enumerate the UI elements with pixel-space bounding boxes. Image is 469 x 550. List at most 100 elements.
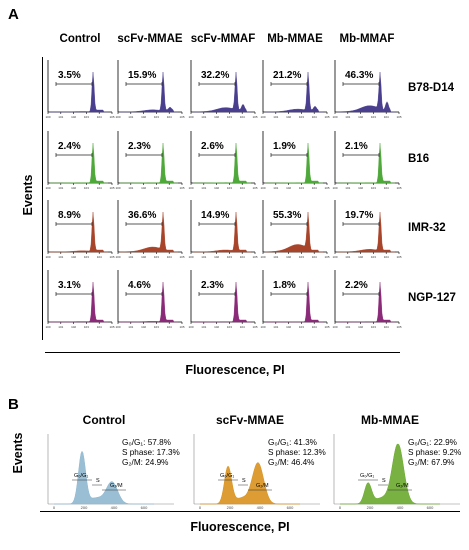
svg-text:103: 103	[84, 186, 89, 190]
svg-text:104: 104	[384, 186, 389, 190]
svg-text:103: 103	[227, 186, 232, 190]
svg-text:103: 103	[299, 186, 304, 190]
svg-text:102: 102	[286, 115, 291, 119]
column-header: Mb-MMAE	[267, 33, 323, 45]
histogram-plot: 100 101 102 103 104 105	[188, 60, 258, 119]
histogram-plot: 100 101 102 103 104 105	[115, 200, 185, 259]
svg-text:101: 101	[273, 115, 278, 119]
svg-text:103: 103	[154, 255, 159, 259]
subg1-percentage: 46.3%	[345, 70, 374, 81]
svg-text:105: 105	[252, 115, 257, 119]
phase-stat-g2m: G₂/M: 46.4%	[268, 458, 315, 467]
histogram-cell: 100 101 102 103 104 105 14.9%	[188, 200, 258, 259]
gate-label: S	[242, 478, 246, 484]
svg-text:105: 105	[324, 325, 329, 329]
subg1-percentage: 4.6%	[128, 280, 151, 291]
panel-b-label: B	[8, 396, 19, 413]
gate-label: G₂/M	[256, 483, 269, 489]
histogram-cell: 100 101 102 103 104 105 2.3%	[115, 131, 185, 190]
gate-label: G₂/M	[110, 483, 123, 489]
histogram-plot: 100 101 102 103 104 105	[45, 60, 115, 119]
histogram-plot: 100 101 102 103 104 105	[115, 131, 185, 190]
cell-cycle-histogram: 0 200 400 600 G₀/G₁ S G₂/M	[193, 434, 320, 510]
histogram-cell: 100 101 102 103 104 105 2.1%	[332, 131, 402, 190]
histogram-curve	[50, 142, 108, 184]
panel-a-x-label: Fluorescence, PI	[185, 363, 285, 377]
cell-cycle-histogram: 0 200 400 600 G₀/G₁ S G₂/M	[47, 434, 174, 510]
panel-b-x-label: Fluorescence, PI	[190, 520, 290, 534]
histogram-cell: 100 101 102 103 104 105 1.9%	[260, 131, 330, 190]
histogram-plot: 100 101 102 103 104 105	[260, 131, 330, 190]
axis-tick-label: 600	[141, 505, 148, 510]
histogram-plot: 100 101 102 103 104 105	[115, 270, 185, 329]
svg-text:105: 105	[109, 255, 114, 259]
svg-text:101: 101	[345, 325, 350, 329]
panel-a-y-axis-line	[42, 57, 43, 340]
histogram-plot: 100 101 102 103 104 105	[260, 270, 330, 329]
svg-text:101: 101	[128, 325, 133, 329]
column-header: scFv-MMAF	[190, 33, 256, 45]
histogram-cell: 100 101 102 103 104 105 4.6%	[115, 270, 185, 329]
svg-text:104: 104	[97, 186, 102, 190]
subg1-percentage: 3.1%	[58, 280, 81, 291]
svg-text:103: 103	[299, 115, 304, 119]
svg-text:104: 104	[312, 255, 317, 259]
svg-text:101: 101	[201, 186, 206, 190]
cell-cycle-curve	[200, 462, 300, 505]
histogram-plot: 100 101 102 103 104 105	[260, 60, 330, 119]
row-header: B78-D14	[408, 82, 455, 94]
svg-text:101: 101	[345, 255, 350, 259]
phase-stat-g0g1: G₀/G₁: 41.3%	[268, 438, 317, 447]
svg-text:102: 102	[358, 186, 363, 190]
cell-cycle-curve	[340, 443, 440, 505]
svg-text:105: 105	[179, 255, 184, 259]
svg-text:102: 102	[214, 186, 219, 190]
svg-text:100: 100	[332, 115, 337, 119]
svg-text:100: 100	[260, 255, 265, 259]
gate-label: S	[96, 478, 100, 484]
svg-text:103: 103	[154, 115, 159, 119]
axis-tick-label: 200	[81, 505, 88, 510]
svg-text:103: 103	[371, 255, 376, 259]
svg-text:101: 101	[345, 186, 350, 190]
histogram-curve	[120, 71, 178, 113]
svg-text:103: 103	[371, 325, 376, 329]
histogram-curve	[192, 71, 251, 113]
svg-text:104: 104	[384, 115, 389, 119]
panel-a-y-label: Events	[21, 174, 35, 216]
svg-text:104: 104	[167, 115, 172, 119]
svg-text:105: 105	[179, 186, 184, 190]
svg-text:104: 104	[384, 325, 389, 329]
row-header: B16	[408, 153, 430, 165]
axis-tick-label: 400	[397, 505, 404, 510]
histogram-cell: 100 101 102 103 104 105 2.3%	[188, 270, 258, 329]
svg-text:100: 100	[188, 325, 193, 329]
subg1-percentage: 1.9%	[273, 141, 296, 152]
svg-text:103: 103	[84, 325, 89, 329]
svg-text:102: 102	[141, 186, 146, 190]
svg-text:103: 103	[154, 186, 159, 190]
svg-text:104: 104	[167, 186, 172, 190]
histogram-curve	[120, 142, 178, 184]
svg-text:102: 102	[141, 115, 146, 119]
phase-stat-g0g1: G₀/G₁: 57.8%	[122, 438, 171, 447]
histogram-curve	[50, 281, 108, 323]
panel-b-x-axis-line	[40, 511, 460, 512]
svg-text:101: 101	[345, 115, 350, 119]
histogram-cell: 100 101 102 103 104 105 2.4%	[45, 131, 115, 190]
histogram-cell: 100 101 102 103 104 105 15.9%	[115, 60, 185, 119]
svg-text:103: 103	[299, 255, 304, 259]
plot-title: scFv-MMAE	[215, 413, 284, 427]
phase-stat-s: S phase: 17.3%	[122, 448, 180, 457]
svg-text:105: 105	[396, 255, 401, 259]
histogram-curve	[120, 281, 178, 323]
svg-text:102: 102	[286, 255, 291, 259]
histogram-curve	[50, 211, 108, 253]
histogram-cell: 100 101 102 103 104 105 46.3%	[332, 60, 402, 119]
svg-text:104: 104	[97, 115, 102, 119]
cell-cycle-plot: Control 0 200 400 600 G₀/G₁ S G₂/M G₀/G₁: 57.8% S…	[44, 410, 180, 510]
svg-text:105: 105	[109, 325, 114, 329]
svg-text:101: 101	[201, 115, 206, 119]
phase-stat-s: S phase: 9.2%	[408, 448, 462, 457]
histogram-curve	[50, 71, 108, 113]
